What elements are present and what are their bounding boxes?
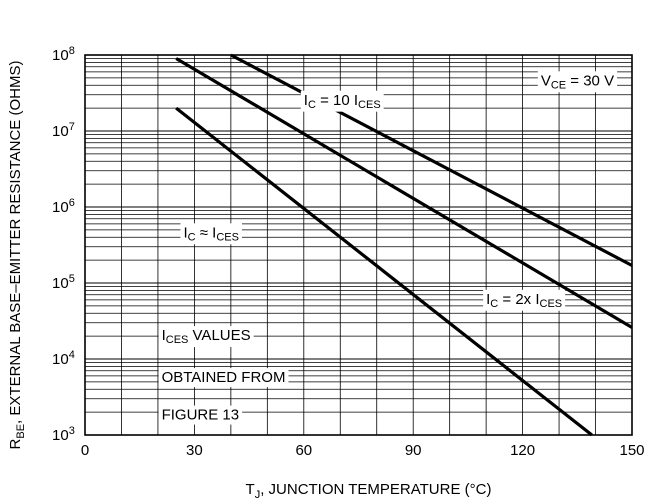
x-axis-title-sub: J: [255, 489, 261, 501]
y-axis-title: RBE, EXTERNAL BASE–EMITTER RESISTANCE (O…: [7, 61, 27, 450]
x-axis-title-rest: , JUNCTION TEMPERATURE (°C): [260, 481, 491, 498]
x-tick-label: 90: [405, 442, 422, 459]
x-tick-label: 120: [510, 442, 535, 459]
annotation-ices-values-3: FIGURE 13: [158, 405, 243, 425]
x-tick-labels: 0 30 60 90 120 150: [81, 442, 645, 459]
series-line-2: [175, 57, 633, 329]
x-tick-label: 60: [295, 442, 312, 459]
y-axis-title-sub: BE: [15, 424, 27, 439]
series-line-1: [230, 53, 633, 267]
y-tick-label: 108: [52, 45, 75, 64]
annotation-bg: [180, 223, 242, 245]
annotation-bg: [158, 326, 254, 348]
x-axis-title: TJ, JUNCTION TEMPERATURE (°C): [246, 481, 492, 501]
annotation-ic-2x-ices: IC = 2x ICES: [483, 289, 566, 311]
plot-frame: [84, 54, 633, 436]
series-group: [175, 53, 633, 437]
annotation-ic-approx-ices: IC ≈ ICES: [180, 223, 242, 245]
annotation-text: IC = 2x ICES: [486, 291, 562, 310]
annotation-ices-values-1: ICES VALUES: [158, 326, 254, 348]
annotation-text: OBTAINED FROM: [162, 369, 286, 386]
y-tick-label: 106: [52, 197, 75, 216]
annotation-ices-values-2: OBTAINED FROM: [158, 368, 289, 388]
annotation-text: IC ≈ ICES: [183, 224, 239, 243]
series-line-3: [175, 106, 593, 437]
x-tick-label: 150: [619, 442, 644, 459]
annotation-text: IC = 10 ICES: [304, 92, 381, 111]
annotation-text: ICES VALUES: [162, 327, 251, 346]
y-tick-label: 107: [52, 121, 75, 140]
annotation-bg: [158, 405, 243, 425]
y-axis-title-main: R: [7, 438, 24, 449]
y-tick-label: 104: [52, 349, 75, 368]
annotation-text: FIGURE 13: [162, 407, 240, 424]
x-axis-title-main: T: [246, 481, 255, 498]
y-tick-label: 103: [52, 425, 75, 444]
annotation-vce-30v: VCE = 30 V: [537, 71, 618, 93]
x-tick-label: 30: [186, 442, 203, 459]
annotation-bg: [483, 289, 566, 311]
annotation-bg: [300, 90, 384, 112]
x-tick-label: 0: [81, 442, 89, 459]
y-tick-label: 105: [52, 273, 75, 292]
annotation-ic-10ices: IC = 10 ICES: [300, 90, 384, 112]
y-tick-labels: 103 104 105 106 107 108: [52, 45, 75, 444]
y-axis-title-rest: , EXTERNAL BASE–EMITTER RESISTANCE (OHMS…: [7, 61, 24, 424]
annotation-text: VCE = 30 V: [541, 72, 614, 91]
annotation-bg: [537, 71, 618, 93]
annotation-group: IC = 10 ICES VCE = 30 V IC ≈ ICES IC = 2x I…: [158, 71, 618, 425]
annotation-bg: [158, 368, 289, 388]
